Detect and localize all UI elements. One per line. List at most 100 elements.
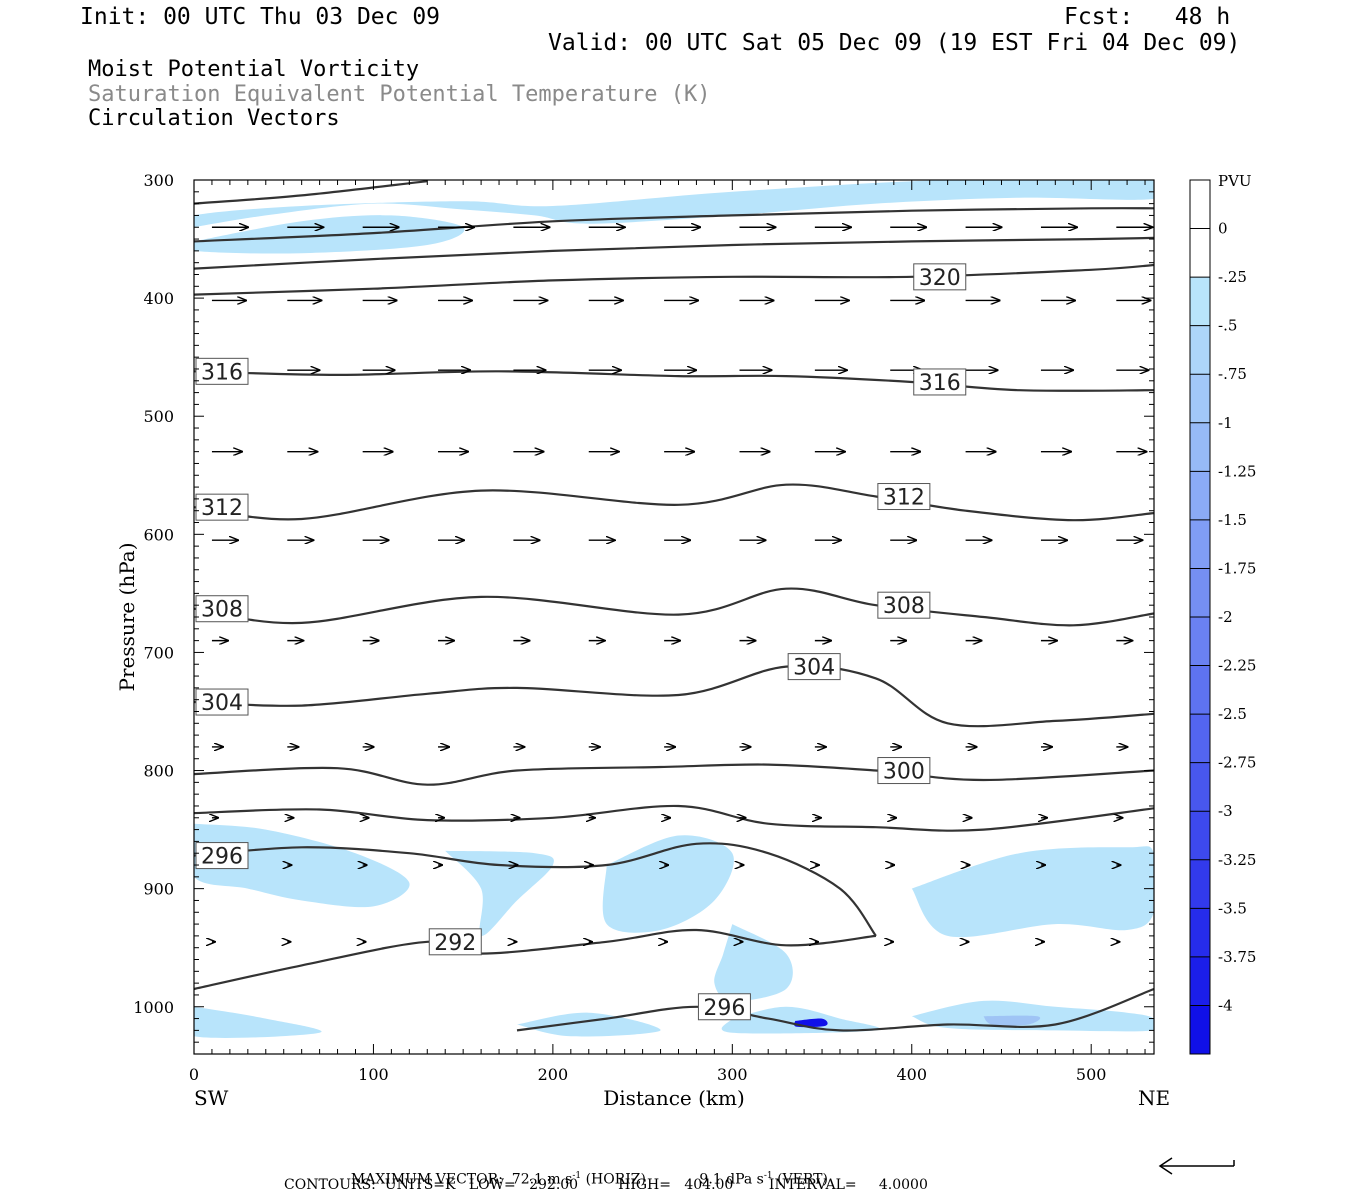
colorbar-bin [1190, 617, 1210, 666]
contour-label-text: 296 [703, 996, 745, 1021]
contour-label-text: 300 [883, 760, 925, 785]
contour-label-text: 308 [201, 598, 243, 623]
colorbar-tick-label: -1.5 [1218, 511, 1247, 529]
reference-vector-icon [1158, 1157, 1235, 1175]
contour-label-box [195, 493, 249, 521]
max-vector-line: MAXIMUM VECTOR: 72.1 m s-1 (HORIZ) 9.1 d… [342, 1158, 828, 1187]
colorbar-bin [1190, 519, 1210, 569]
contour-label: 308 [195, 595, 249, 623]
contour-label-text: 316 [919, 371, 961, 396]
colorbar-bin [1190, 811, 1210, 860]
contour-label: 320 [913, 263, 967, 291]
contour-label-box [195, 842, 249, 870]
unit-exponent: -1 [572, 1171, 582, 1181]
colorbar-tick-label: -1.25 [1218, 462, 1256, 480]
contour-label-box [787, 653, 841, 681]
contour-label-box [195, 688, 249, 716]
contour-label-text: 312 [201, 496, 243, 521]
colorbar-tick-label: -2.25 [1218, 657, 1256, 675]
y-tick-label: 500 [143, 407, 174, 426]
colorbar-tick-label: -.25 [1218, 268, 1247, 286]
colorbar-tick-label: -1.75 [1218, 559, 1256, 577]
colorbar-tick-label: -3.5 [1218, 899, 1247, 917]
colorbar-tick-label: -2 [1218, 608, 1233, 626]
theta-e-contour [194, 180, 428, 205]
theta-e-contour [194, 842, 877, 937]
theta-e-contour [194, 483, 1154, 522]
field-title-vectors: Circulation Vectors [88, 106, 340, 131]
y-tick-label: 400 [143, 289, 174, 308]
x-right-label: NE [1138, 1086, 1170, 1110]
mpv-region [911, 846, 1154, 938]
colorbar-bin [1190, 1005, 1210, 1054]
contour-label-box [913, 263, 967, 291]
field-title-mpv: Moist Potential Vorticity [88, 57, 420, 82]
contour-label: 292 [428, 928, 482, 956]
theta-e-contour [194, 370, 1154, 392]
colorbar-bin [1190, 956, 1210, 1006]
axes: 300 400 500 600 700 800 900 1000 0 100 200 300 400 50… [133, 171, 1154, 1084]
colorbar-bin [1190, 180, 1210, 229]
contour-label: 300 [877, 757, 931, 785]
mpv-region [983, 1015, 1041, 1026]
mpv-region [714, 924, 793, 1002]
colorbar-bin [1190, 568, 1210, 617]
colorbar-bin [1190, 471, 1210, 520]
contour-label-text: 304 [201, 691, 243, 716]
colorbar-tick-label: 0 [1218, 220, 1228, 238]
colorbar-tick-label: -1 [1218, 414, 1233, 432]
contour-label-text: 292 [434, 931, 476, 956]
colorbar-tick-label: -.5 [1218, 317, 1237, 335]
contour-label-box [697, 993, 751, 1021]
y-tick-label: 900 [143, 880, 174, 899]
y-tick-label: 1000 [133, 998, 174, 1017]
colorbar-tick-label: -3.25 [1218, 851, 1256, 869]
colorbar-tick-label: -4 [1218, 996, 1233, 1014]
colorbar-unit-label: PVU [1218, 172, 1252, 190]
colorbar-bin [1190, 714, 1210, 763]
circulation-vectors [212, 227, 1152, 942]
mpv-region [721, 1006, 881, 1034]
contour-label-text: 312 [883, 486, 925, 511]
colorbar-bin [1190, 665, 1210, 715]
y-tick-label: 300 [143, 171, 174, 190]
contour-label-text: 304 [793, 656, 835, 681]
field-title-theta-e: Saturation Equivalent Potential Temperat… [88, 82, 711, 107]
contour-label-text: 296 [201, 845, 243, 870]
colorbar-tick-label: -2.5 [1218, 705, 1247, 723]
contour-label-text: 320 [919, 266, 961, 291]
contour-label-text: 308 [883, 594, 925, 619]
colorbar-bin [1190, 228, 1210, 278]
max-vector-horiz: 72.1 m s [511, 1171, 573, 1188]
mpv-region [194, 180, 1154, 228]
contour-label-box [428, 928, 482, 956]
contour-label: 304 [195, 688, 249, 716]
theta-e-contours [194, 180, 1154, 1032]
colorbar-tick-label: -.75 [1218, 365, 1247, 383]
unit-exponent: -1 [763, 1171, 773, 1181]
mpv-shading [194, 180, 1154, 1038]
max-vector-label: MAXIMUM VECTOR: [350, 1171, 503, 1188]
colorbar-bin [1190, 325, 1210, 375]
mpv-region [445, 850, 554, 937]
colorbar-tick-label: -3 [1218, 802, 1233, 820]
contour-label: 312 [877, 483, 931, 511]
colorbar-bin [1190, 277, 1210, 326]
theta-e-contour [194, 763, 1154, 786]
colorbar-bin [1190, 859, 1210, 909]
x-tick-label: 500 [1076, 1065, 1107, 1084]
max-vector-horiz-unit: (HORIZ) [585, 1171, 646, 1188]
contour-label-box [877, 591, 931, 619]
theta-e-contour [194, 804, 1154, 832]
theta-e-contour [194, 587, 1154, 627]
contour-label: 296 [195, 842, 249, 870]
contour-label-box [913, 368, 967, 396]
theta-e-contour [194, 263, 1154, 296]
mpv-region [517, 1012, 661, 1037]
max-vector-vert: 9.1 dPa s [699, 1171, 764, 1188]
colorbar-bin [1190, 762, 1210, 812]
forecast-hour: Fcst: 48 h [1064, 4, 1231, 30]
x-tick-label: 0 [189, 1065, 199, 1084]
x-tick-label: 400 [896, 1065, 927, 1084]
